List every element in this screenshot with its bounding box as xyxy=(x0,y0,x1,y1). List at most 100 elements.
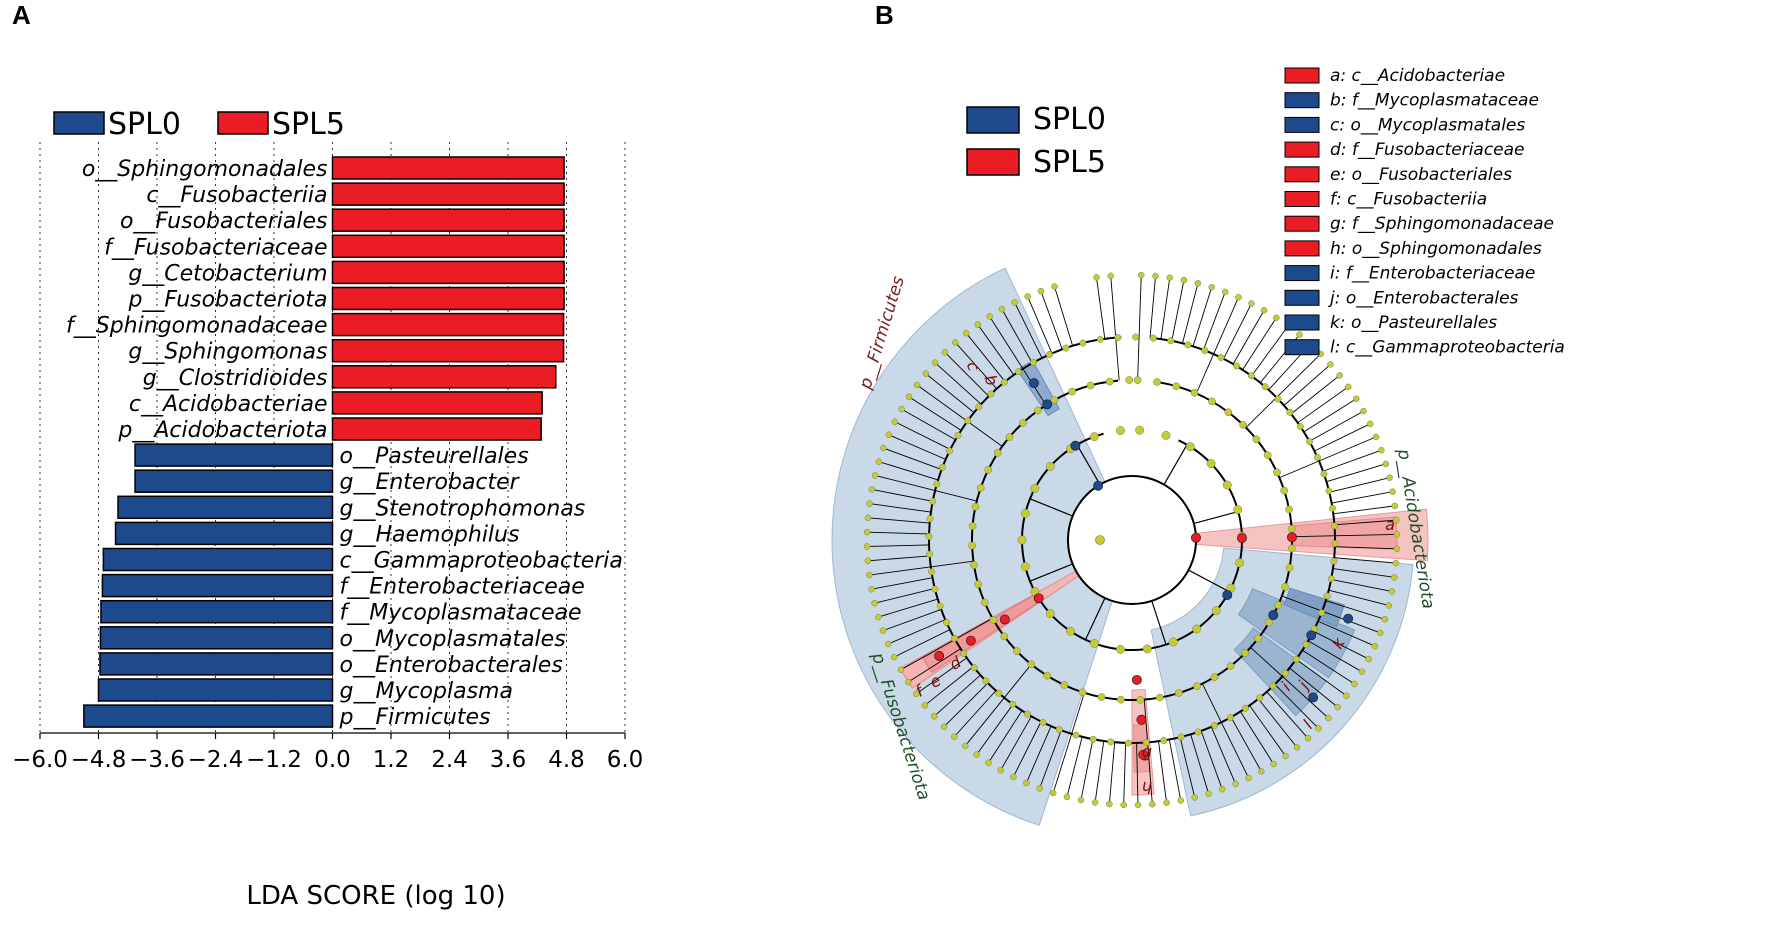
leaf-node xyxy=(1245,774,1252,782)
leaf-branch xyxy=(916,384,1003,447)
node xyxy=(1030,359,1038,366)
leaf-node xyxy=(1392,559,1400,567)
leaf-branch xyxy=(1094,740,1105,803)
leaf-node xyxy=(1106,800,1113,808)
leaf-node xyxy=(931,359,939,366)
bar-label: g__Haemophilus xyxy=(340,522,520,547)
leaf-branch xyxy=(878,461,939,481)
sector-letter: a xyxy=(1385,515,1395,534)
node xyxy=(1027,660,1036,669)
leaf-node xyxy=(1382,460,1390,468)
bar xyxy=(331,208,565,232)
node xyxy=(1096,336,1104,343)
node xyxy=(1313,453,1321,461)
bar-label: o__Sphingomonadales xyxy=(82,157,328,182)
leaf-branch xyxy=(1014,302,1043,359)
significant-node xyxy=(1131,674,1142,685)
node xyxy=(1020,562,1030,572)
node xyxy=(1224,408,1233,417)
leaf-branch xyxy=(1054,286,1074,347)
node xyxy=(1285,563,1294,572)
leaf-node xyxy=(866,500,873,507)
node xyxy=(1269,682,1277,690)
node xyxy=(1222,480,1232,490)
leaf-branch xyxy=(1171,280,1185,342)
significant-node xyxy=(1222,590,1233,600)
leaf-node xyxy=(1037,287,1045,295)
leaf-node xyxy=(1391,502,1399,510)
leaf-branch xyxy=(1096,277,1106,339)
leaf-branch xyxy=(934,362,982,405)
leaf-branch xyxy=(1190,734,1210,794)
significant-node xyxy=(965,635,976,646)
significant-node xyxy=(1093,480,1104,491)
node xyxy=(1167,337,1175,345)
bar xyxy=(102,547,334,572)
bar xyxy=(114,521,334,546)
leaf-node xyxy=(1120,801,1127,809)
key-label: k: o__Pasteurellales xyxy=(1330,313,1497,333)
leaf-branch xyxy=(1137,275,1142,381)
node xyxy=(1211,606,1221,616)
node xyxy=(970,561,978,569)
leaf-node xyxy=(1107,272,1114,280)
leaf-node xyxy=(864,557,872,565)
significant-node xyxy=(1306,630,1317,641)
bar xyxy=(331,156,565,180)
leaf-node xyxy=(1134,801,1142,809)
bar xyxy=(331,286,565,311)
inner-branch xyxy=(1163,444,1188,485)
node xyxy=(1330,557,1338,565)
leaf-branch xyxy=(1329,477,1390,493)
key-label: i: f__Enterobacteriaceae xyxy=(1330,264,1535,284)
leaf-node xyxy=(864,514,872,522)
clad-legend-label-spl0: SPL0 xyxy=(1033,102,1106,137)
node xyxy=(1273,468,1281,477)
node xyxy=(1015,368,1022,376)
significant-node xyxy=(1029,378,1039,389)
leaf-node xyxy=(1389,488,1396,495)
leaf-branch xyxy=(944,351,990,397)
leaf-branch xyxy=(1334,557,1397,564)
node xyxy=(1153,378,1161,386)
leaf-node xyxy=(997,766,1004,774)
node xyxy=(1242,704,1249,712)
leaf-branch xyxy=(1317,620,1376,647)
leaf-branch xyxy=(1052,692,1085,794)
legend-swatch-spl0 xyxy=(53,111,105,135)
x-tick-label: 3.6 xyxy=(490,747,527,773)
x-tick-label: −6.0 xyxy=(12,747,68,773)
x-tick-label: 6.0 xyxy=(607,747,644,773)
node xyxy=(1000,378,1008,386)
leaf-branch xyxy=(1291,534,1397,538)
inner-branch xyxy=(1188,569,1230,593)
node xyxy=(1089,638,1099,648)
leaf-branch xyxy=(869,503,931,513)
key-label: d: f__Fusobacteriaceae xyxy=(1330,140,1525,160)
bar xyxy=(99,626,334,650)
leaf-node xyxy=(1336,372,1343,379)
bar xyxy=(331,234,565,259)
root-node xyxy=(1095,535,1105,545)
leaf-branch xyxy=(1001,308,1033,364)
key-label: c: o__Mycoplasmatales xyxy=(1330,115,1525,135)
node xyxy=(974,580,983,588)
leaf-node xyxy=(974,321,981,328)
leaf-node xyxy=(1011,299,1018,306)
node xyxy=(1226,714,1234,721)
leaf-branch xyxy=(1203,291,1226,351)
leaf-branch xyxy=(888,619,946,645)
key-swatch xyxy=(1284,314,1320,331)
node xyxy=(1160,737,1168,744)
leaf-branch xyxy=(1279,436,1377,479)
node xyxy=(926,550,933,558)
node xyxy=(1019,419,1027,427)
leaf-node xyxy=(1248,300,1255,307)
leaf-branch xyxy=(1290,375,1340,415)
node xyxy=(1043,671,1052,680)
node xyxy=(1116,644,1125,654)
node xyxy=(1235,558,1245,568)
significant-node xyxy=(934,650,945,661)
node xyxy=(1263,451,1272,460)
node xyxy=(1132,333,1139,341)
